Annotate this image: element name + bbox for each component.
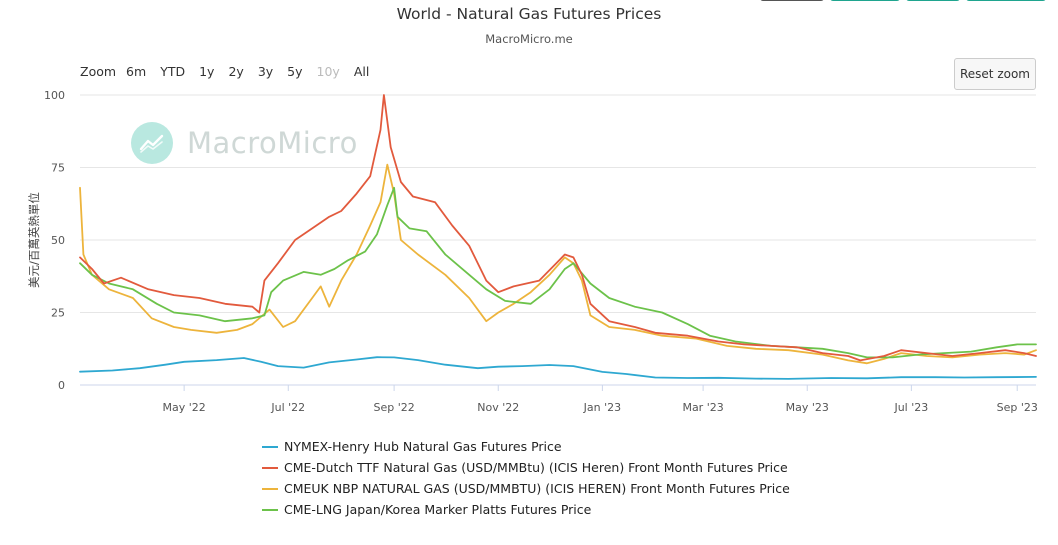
zoom-button-10y: 10y [316,64,340,79]
chart-subtitle: MacroMicro.me [485,32,573,46]
zoom-button-ytd[interactable]: YTD [160,64,186,79]
zoom-label: Zoom [80,64,117,79]
zoom-button-all[interactable]: All [353,64,370,79]
y-tick-label: 100 [44,89,65,102]
x-tick-label: Jul '23 [893,401,928,414]
x-tick-label: Sep '22 [373,401,414,414]
chart-title: World - Natural Gas Futures Prices [396,5,662,23]
watermark-text: MacroMicro [187,126,358,160]
legend-item-henry-hub[interactable]: NYMEX-Henry Hub Natural Gas Futures Pric… [262,436,790,457]
series-line-3 [79,186,1037,359]
legend-label-jkm: CME-LNG Japan/Korea Marker Platts Future… [284,502,592,517]
series-line-0 [79,356,1037,380]
legend-label-henry-hub: NYMEX-Henry Hub Natural Gas Futures Pric… [284,439,562,454]
y-tick-label: 25 [51,307,65,320]
series-line-1 [79,94,1037,362]
top-button-1[interactable] [760,0,824,1]
legend-label-ttf: CME-Dutch TTF Natural Gas (USD/MMBtu) (I… [284,460,788,475]
x-tick-label: Nov '22 [477,401,519,414]
x-tick-label: May '23 [786,401,829,414]
zoom-button-2y[interactable]: 2y [228,64,244,79]
legend-swatch-henry-hub [262,445,278,448]
legend-swatch-jkm [262,508,278,511]
zoom-range-selector: Zoom 6m YTD 1y 2y 3y 5y 10y All [80,64,383,79]
x-tick-label: Mar '23 [682,401,723,414]
legend-swatch-nbp [262,487,278,490]
reset-zoom-button[interactable]: Reset zoom [954,58,1036,90]
y-tick-label: 0 [58,379,65,392]
legend-item-jkm[interactable]: CME-LNG Japan/Korea Marker Platts Future… [262,499,790,520]
zoom-button-3y[interactable]: 3y [257,64,274,79]
y-tick-label: 75 [51,162,65,175]
legend-swatch-ttf [262,466,278,469]
legend-item-nbp[interactable]: CMEUK NBP NATURAL GAS (USD/MMBTU) (ICIS … [262,478,790,499]
top-button-2[interactable] [830,0,900,1]
y-axis-label: 美元/百萬英熱單位 [27,192,41,288]
x-tick-label: May '22 [163,401,206,414]
top-button-3[interactable] [906,0,960,1]
x-tick-label: Sep '23 [997,401,1038,414]
series-line-2 [79,163,1037,365]
y-tick-label: 50 [51,234,65,247]
watermark: MacroMicro [131,122,358,164]
zoom-button-5y[interactable]: 5y [287,64,303,79]
x-tick-label: Jul '22 [270,401,305,414]
top-button-4[interactable] [966,0,1046,1]
zoom-button-1y[interactable]: 1y [199,64,215,79]
x-tick-label: Jan '23 [583,401,621,414]
zoom-button-6m[interactable]: 6m [126,64,147,79]
legend-label-nbp: CMEUK NBP NATURAL GAS (USD/MMBTU) (ICIS … [284,481,790,496]
legend: NYMEX-Henry Hub Natural Gas Futures Pric… [262,436,790,520]
legend-item-ttf[interactable]: CME-Dutch TTF Natural Gas (USD/MMBtu) (I… [262,457,790,478]
macromicro-logo-icon [131,122,173,164]
